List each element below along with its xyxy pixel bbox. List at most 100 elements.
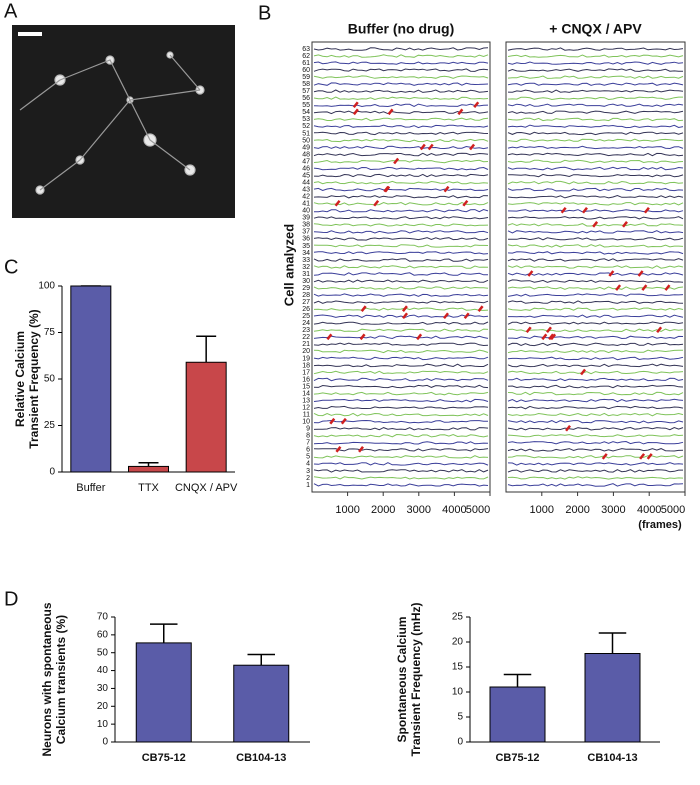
trace [313,159,489,164]
spike [548,333,555,341]
trace [507,363,684,368]
trace [313,82,489,86]
trace [507,131,684,136]
y-axis-label-line: Relative Calcium [13,331,27,427]
trace [507,476,684,480]
x-tick-label: 3000 [407,504,431,516]
y-tick-label: 50 [44,374,56,385]
spike [477,305,484,312]
trace [313,391,489,396]
y-tick-label: 70 [97,612,109,623]
spike [643,206,650,214]
trace [507,440,684,445]
y-tick-label: 35 [302,243,310,250]
trace [507,117,684,122]
trace [507,124,684,129]
y-tick-label: 34 [302,250,310,257]
trace [313,54,489,58]
trace [313,201,489,206]
y-tick-label: 58 [302,81,310,88]
spike [360,305,367,312]
trace [507,173,684,178]
y-tick-label: 5 [306,454,310,461]
spike [358,446,364,453]
y-axis-label-line: Transient Frequency (mHz) [409,602,423,756]
spike [641,284,648,291]
trace [507,419,684,424]
y-tick-label: 60 [302,67,310,74]
y-tick-label: 20 [452,637,464,648]
spike [646,453,653,460]
trace [508,314,684,318]
spike [560,206,567,214]
trace [507,469,683,473]
x-axis-label: (frames) [638,519,682,531]
trace [313,47,489,51]
y-tick-label: 25 [452,612,464,623]
panel-label: D [4,588,18,610]
spike [326,333,333,341]
trace [313,279,489,283]
trace [507,462,684,466]
trace [507,96,683,101]
trace [507,258,684,262]
x-tick-label: CB104-13 [587,752,637,764]
trace [507,145,684,150]
y-tick-label: 20 [97,701,109,712]
y-tick-label: 0 [102,737,108,748]
y-tick-label: 2 [306,475,310,482]
trace [313,180,489,185]
y-tick-label: 42 [302,194,310,201]
trace [313,349,489,354]
trace [313,419,488,424]
trace [313,145,489,150]
spike [419,143,426,151]
bar [185,361,227,473]
y-tick-label: 51 [302,130,310,137]
y-tick-label: 52 [302,123,310,130]
y-tick-label: 8 [306,433,310,440]
trace [507,244,684,248]
spike [387,108,394,116]
x-tick-label: TTX [138,482,159,494]
spike [622,221,628,228]
spike [359,333,366,341]
trace [313,321,489,325]
y-tick-label: 54 [302,109,310,116]
trace [507,384,684,389]
x-tick-label: CB104-13 [236,752,286,764]
spike [565,424,572,432]
y-tick-label: 10 [302,419,310,426]
trace [507,455,684,459]
trace [313,96,489,101]
y-tick-label: 63 [302,46,310,53]
trace [313,138,489,143]
y-tick-label: 20 [302,348,310,355]
trace [313,216,489,220]
trace [313,455,489,459]
y-tick-label: 10 [452,687,464,698]
trace [507,180,684,185]
y-tick-label: 9 [306,426,310,433]
spike [335,446,342,453]
trace [313,223,489,227]
x-tick-label: 2000 [565,504,589,516]
trace [313,131,489,136]
trace [507,216,684,220]
trace [507,47,684,51]
trace [508,335,684,340]
trace [507,110,684,114]
trace [313,314,489,318]
y-tick-label: 29 [302,285,310,292]
y-tick-label: 25 [44,420,56,431]
panel-label: A [4,0,18,22]
spike [401,305,408,312]
trace-frame [311,41,491,493]
y-axis-label: Spontaneous CalciumTransient Frequency (… [395,602,423,756]
trace [313,307,489,311]
y-tick-label: 24 [302,320,310,327]
trace [507,230,684,234]
bar [135,642,192,743]
spike [656,326,663,334]
trace [313,286,489,290]
